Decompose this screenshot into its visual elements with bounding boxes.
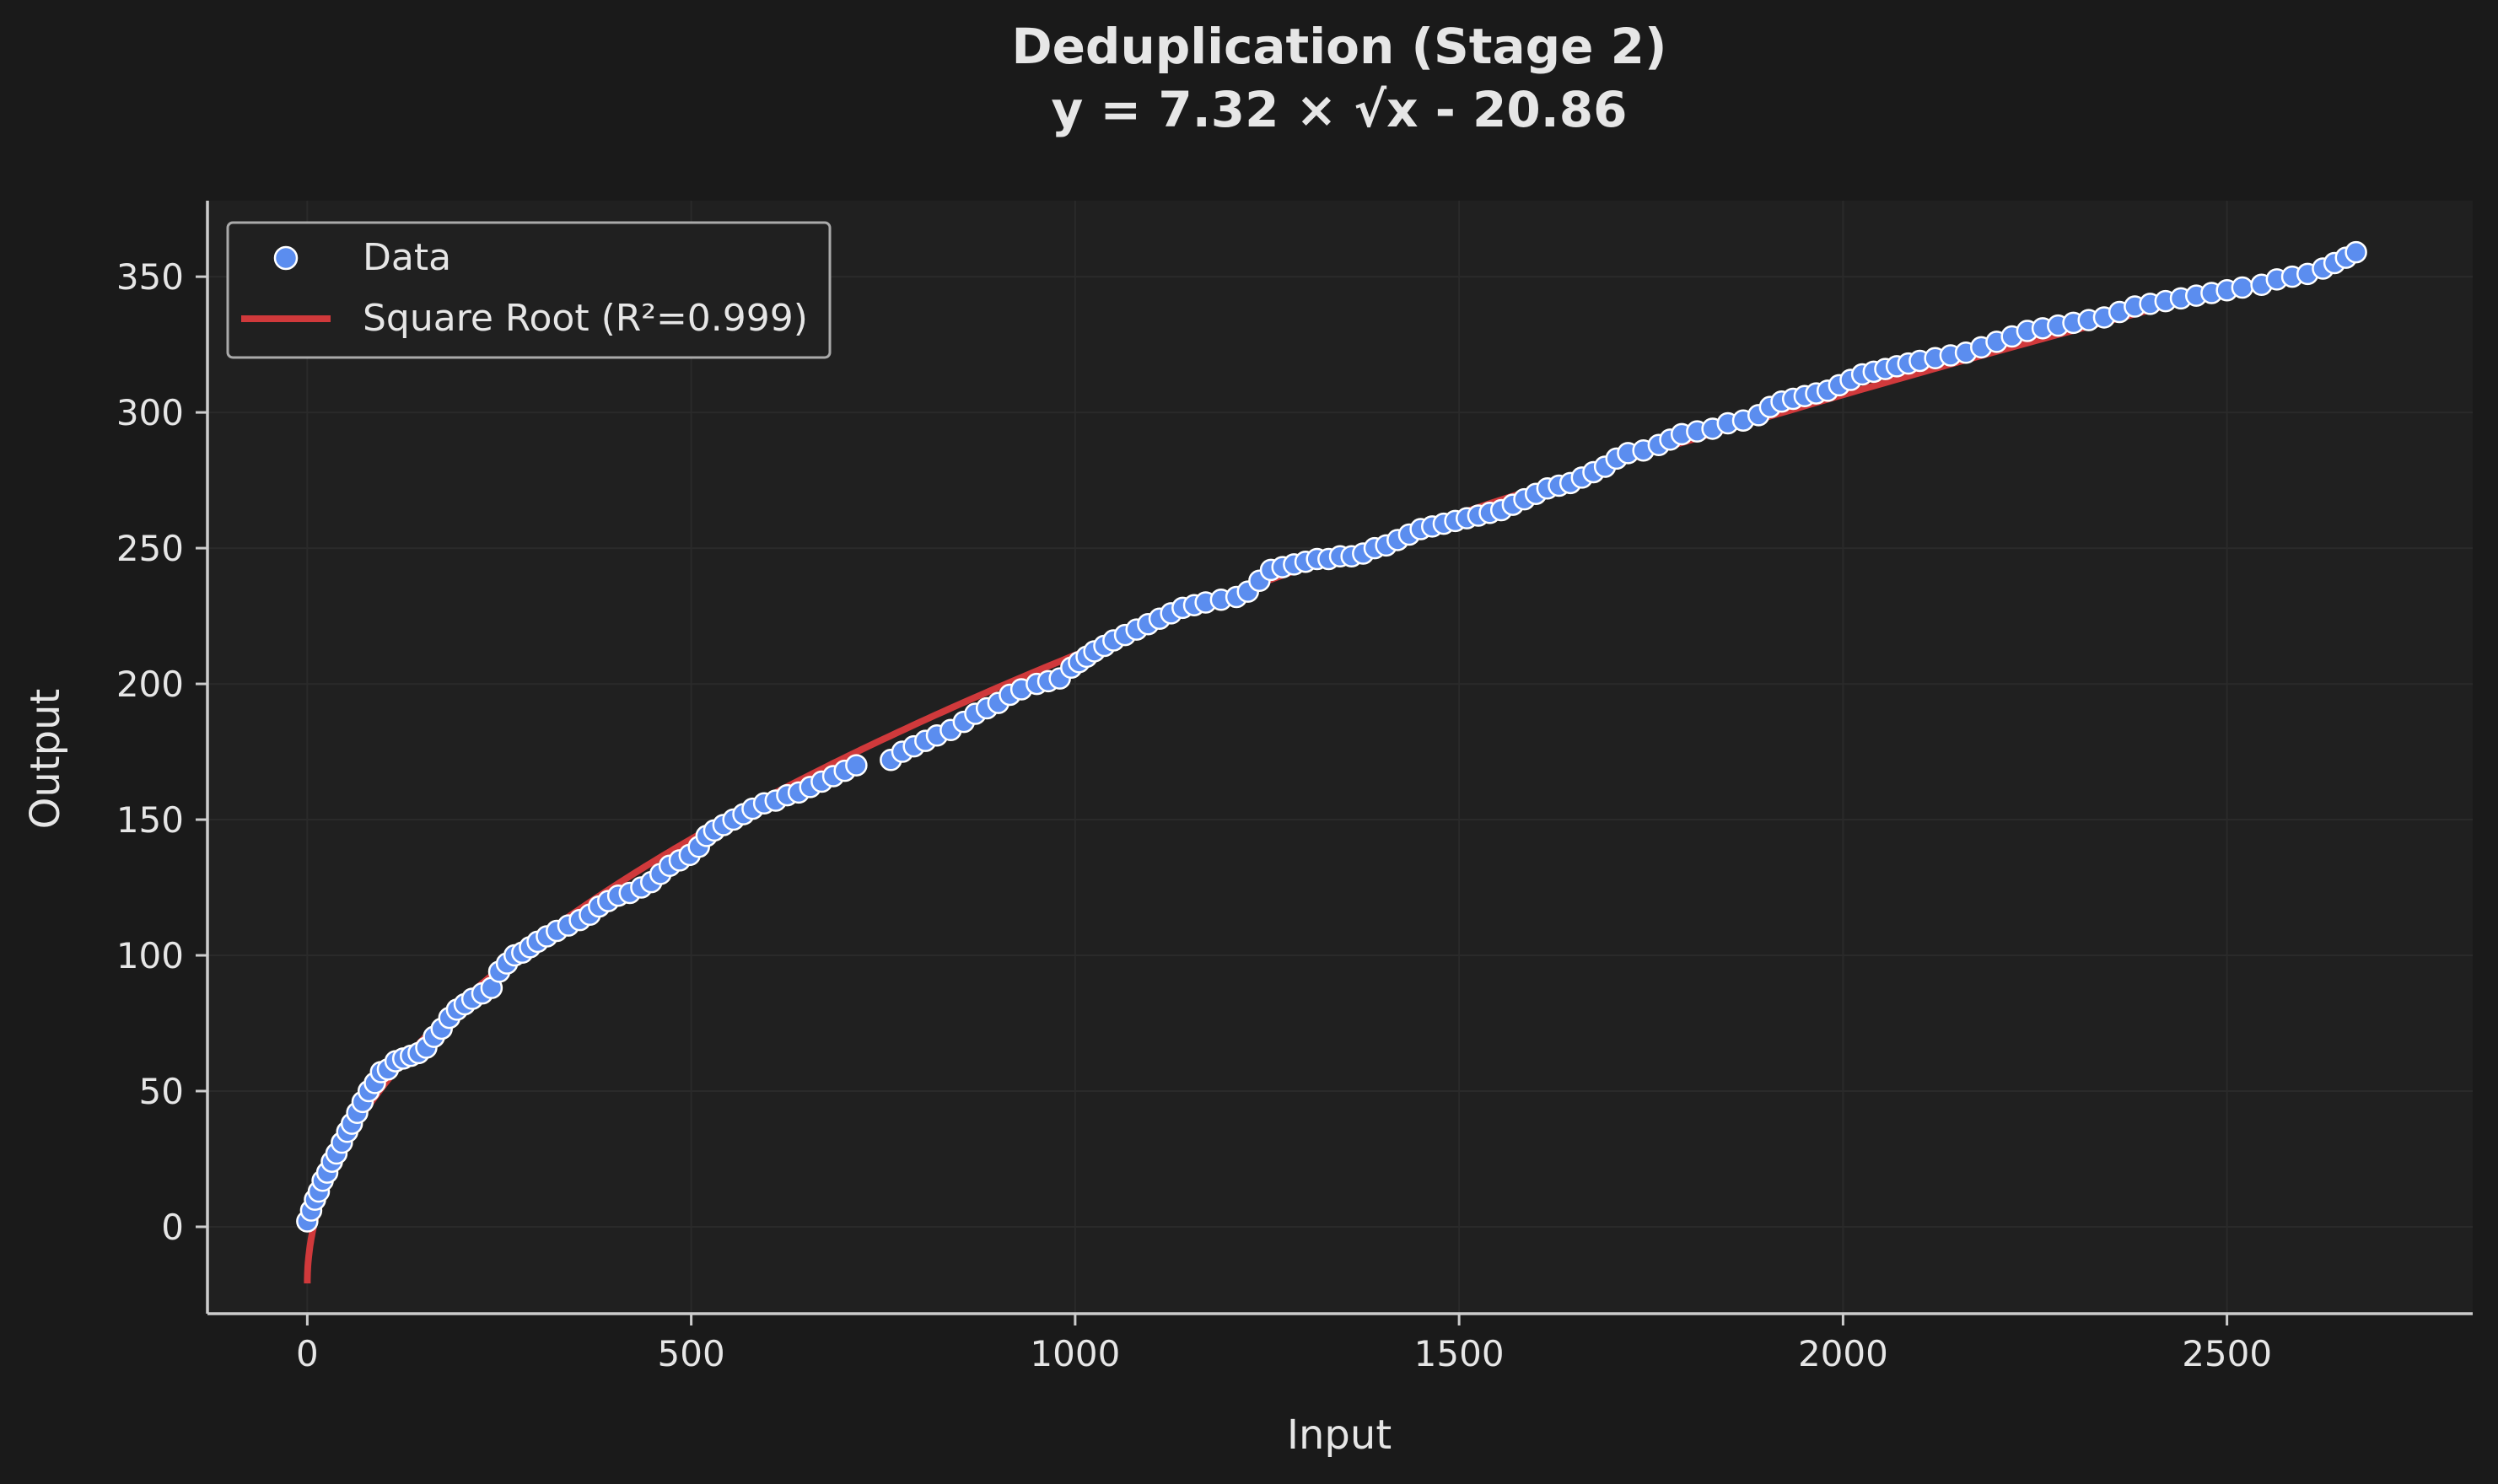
legend-label-data: Data xyxy=(363,236,451,279)
x-tick-label: 1000 xyxy=(1030,1333,1120,1374)
x-ticks: 0 500 1000 1500 2000 2500 xyxy=(296,1314,2272,1374)
x-tick-label: 1500 xyxy=(1414,1333,1505,1374)
chart-subtitle: y = 7.32 × √x - 20.86 xyxy=(1052,81,1628,138)
data-point xyxy=(845,754,868,777)
legend: Data Square Root (R²=0.999) xyxy=(226,221,832,359)
y-tick-label: 350 xyxy=(116,256,184,298)
y-ticks: 0 50 100 150 200 250 300 350 xyxy=(116,256,207,1248)
y-tick-label: 50 xyxy=(139,1071,184,1112)
data-point xyxy=(2231,276,2254,299)
chart-title: Deduplication (Stage 2) xyxy=(1011,18,1666,75)
grid xyxy=(207,201,2473,1314)
y-tick-label: 250 xyxy=(116,528,184,569)
y-tick-label: 300 xyxy=(116,392,184,433)
plot-background xyxy=(207,201,2473,1314)
x-tick-label: 500 xyxy=(658,1333,725,1374)
y-tick-label: 200 xyxy=(116,664,184,705)
x-axis-label: Input xyxy=(1287,1411,1392,1459)
y-axis-label: Output xyxy=(22,689,69,830)
legend-label-fit: Square Root (R²=0.999) xyxy=(363,297,808,340)
x-tick-label: 2000 xyxy=(1798,1333,1888,1374)
x-tick-label: 0 xyxy=(296,1333,319,1374)
y-tick-label: 100 xyxy=(116,935,184,976)
x-tick-label: 2500 xyxy=(2182,1333,2272,1374)
data-point xyxy=(2345,240,2367,264)
y-tick-label: 0 xyxy=(161,1207,184,1248)
legend-marker-data xyxy=(273,245,299,271)
axes xyxy=(206,201,2473,1315)
data-points xyxy=(296,240,2367,1233)
legend-box xyxy=(226,221,832,359)
y-tick-label: 150 xyxy=(116,799,184,841)
